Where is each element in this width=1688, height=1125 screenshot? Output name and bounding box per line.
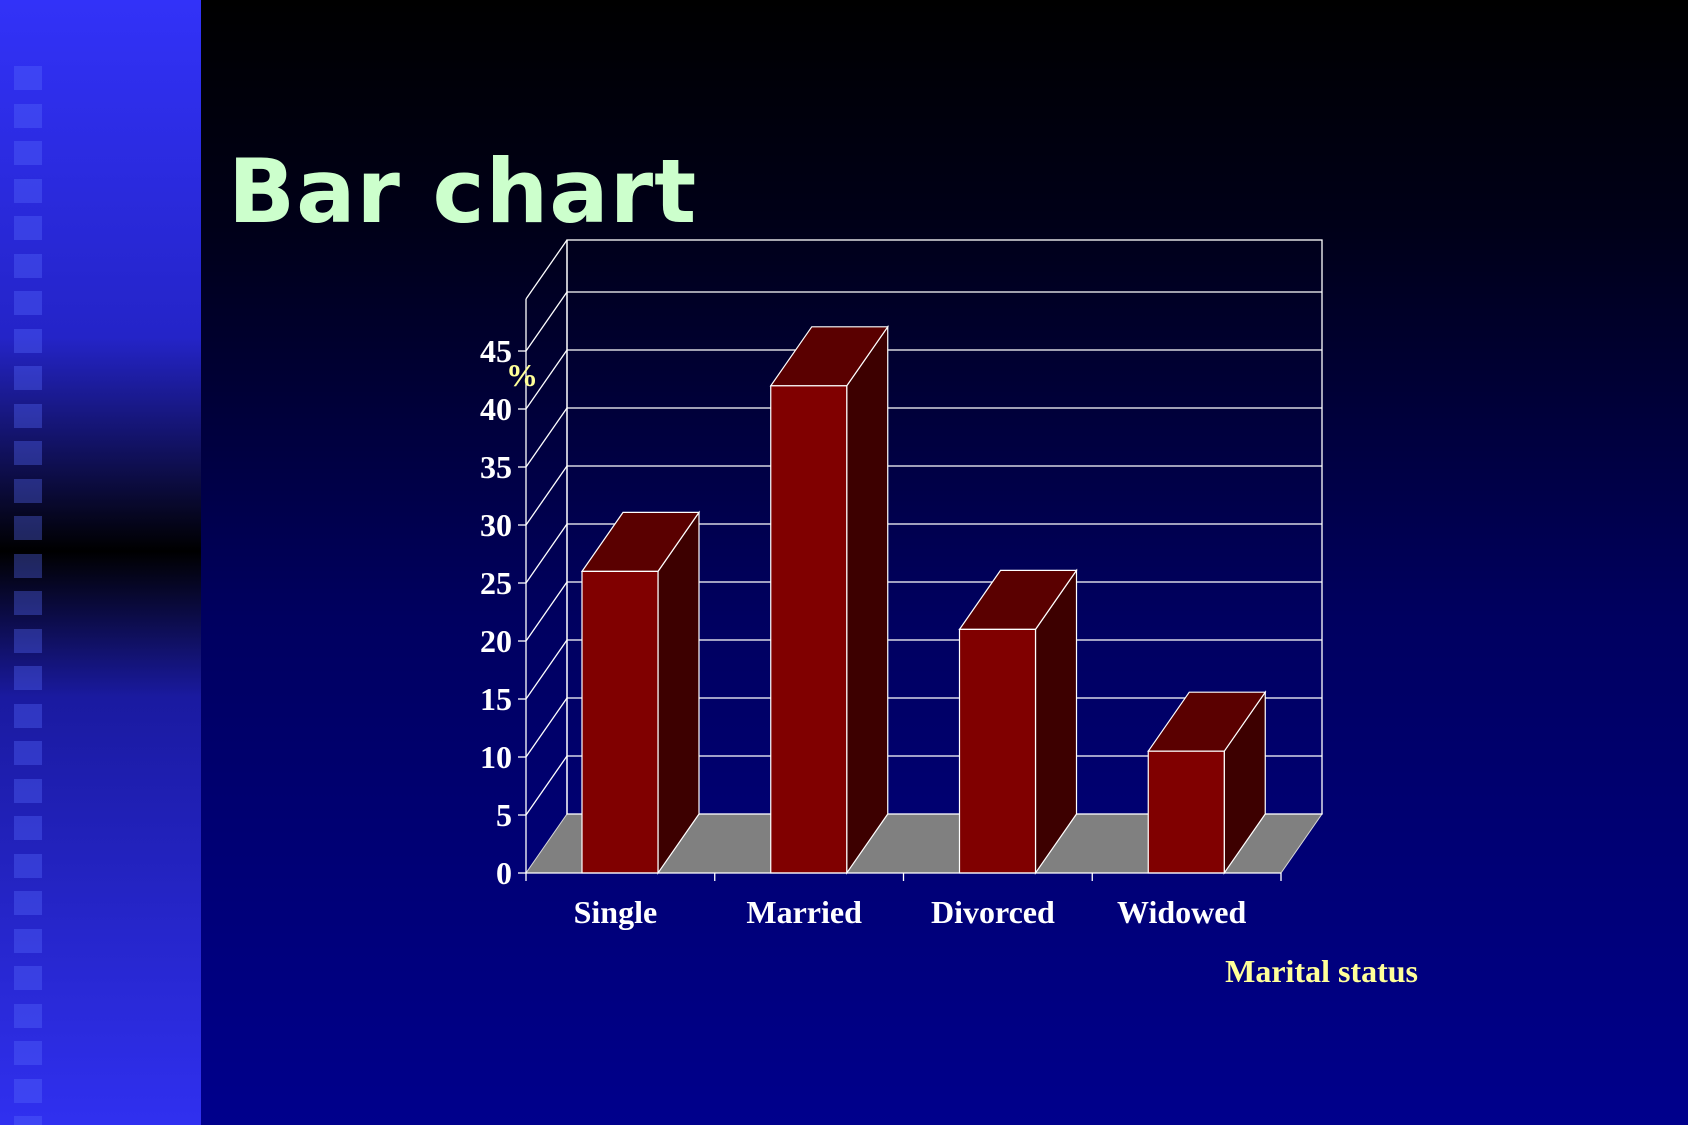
sidebar-square <box>14 628 42 653</box>
sidebar-square <box>14 141 42 165</box>
x-category-label: Divorced <box>931 894 1055 930</box>
sidebar-square <box>14 1041 42 1065</box>
y-tick-label: 20 <box>480 623 512 659</box>
sidebar-square <box>14 478 42 503</box>
left-wall-gridline <box>525 697 568 758</box>
sidebar-square <box>14 703 42 728</box>
bar-widowed <box>1147 690 1267 875</box>
y-tick-label: 30 <box>480 507 512 543</box>
sidebar-square <box>14 66 42 90</box>
bar-front <box>770 385 848 874</box>
sidebar-square <box>14 591 42 615</box>
x-category-label: Widowed <box>1117 894 1246 930</box>
x-axis-title: Marital status <box>1225 953 1418 989</box>
bar-front <box>1147 750 1225 874</box>
bar-married <box>769 324 889 875</box>
left-wall-gridline <box>525 349 568 410</box>
y-tick-label: 45 <box>480 333 512 369</box>
sidebar-square <box>14 253 42 278</box>
left-wall-gridline <box>525 465 568 526</box>
sidebar-square <box>14 291 42 315</box>
left-wall-gridline <box>525 291 568 352</box>
x-category-label: Married <box>746 894 862 930</box>
y-tick-label: 0 <box>496 855 512 891</box>
sidebar-square <box>14 1116 42 1125</box>
sidebar-decoration <box>0 0 201 1125</box>
sidebar-square <box>14 1003 42 1028</box>
x-category-label: Single <box>574 894 658 930</box>
sidebar-square <box>14 928 42 953</box>
y-axis-title: % <box>506 357 538 393</box>
bar-divorced <box>958 568 1078 875</box>
sidebar-square <box>14 216 42 240</box>
sidebar-square <box>14 178 42 203</box>
sidebar-square <box>14 366 42 390</box>
left-wall-edge <box>525 239 568 300</box>
left-wall-gridline <box>525 755 568 816</box>
bar-side <box>846 324 889 875</box>
bar-side <box>657 510 700 875</box>
sidebar-square <box>14 1078 42 1103</box>
y-tick-label: 10 <box>480 739 512 775</box>
sidebar-square <box>14 891 42 915</box>
sidebar-square-pattern <box>14 0 44 1125</box>
sidebar-square <box>14 328 42 353</box>
sidebar-square <box>14 966 42 990</box>
y-tick-label: 35 <box>480 449 512 485</box>
sidebar-square <box>14 553 42 578</box>
y-tick-label: 15 <box>480 681 512 717</box>
sidebar-square <box>14 441 42 465</box>
left-wall-gridline <box>525 581 568 642</box>
chart-bars <box>580 324 1267 875</box>
left-wall-gridline <box>525 523 568 584</box>
bar-single <box>580 510 701 875</box>
sidebar-square <box>14 741 42 765</box>
bar-front <box>958 628 1037 874</box>
sidebar-square <box>14 778 42 803</box>
y-tick-label: 40 <box>480 391 512 427</box>
slide-title: Bar chart <box>228 140 698 243</box>
sidebar-square <box>14 103 42 128</box>
y-tick-label: 25 <box>480 565 512 601</box>
sidebar-square <box>14 403 42 428</box>
sidebar-square <box>14 816 42 840</box>
sidebar-square <box>14 666 42 690</box>
y-tick-label: 5 <box>496 797 512 833</box>
left-wall-gridline <box>525 639 568 700</box>
sidebar-square <box>14 516 42 540</box>
bar-front <box>581 570 659 874</box>
left-wall-gridline <box>525 407 568 468</box>
sidebar-square <box>14 853 42 878</box>
chart-axes: 0 5 10 15 20 25 30 35 40 45 Single Married Divorced W… <box>480 299 1282 930</box>
